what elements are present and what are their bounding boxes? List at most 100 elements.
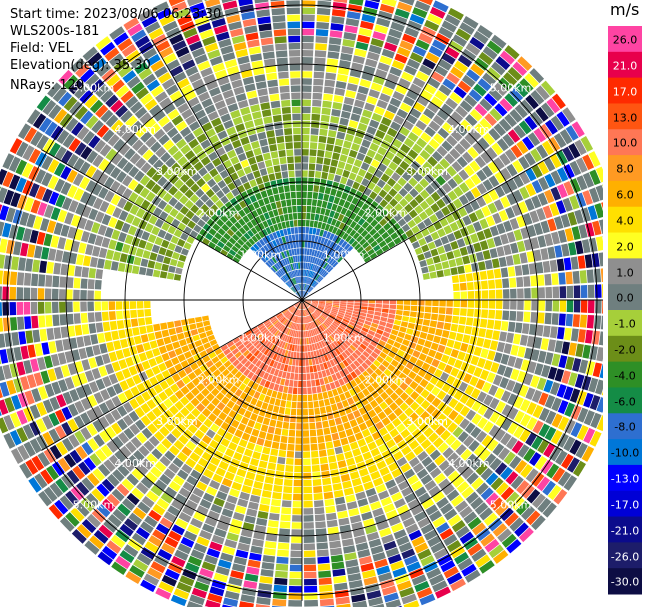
velocity-gate: [444, 508, 458, 521]
velocity-gate: [415, 384, 425, 395]
velocity-gate: [214, 245, 222, 253]
velocity-gate: [169, 405, 179, 416]
velocity-gate: [231, 188, 240, 197]
velocity-gate: [459, 393, 470, 405]
velocity-gate: [562, 197, 573, 212]
velocity-gate: [291, 522, 302, 529]
velocity-gate: [235, 549, 249, 559]
velocity-gate: [482, 249, 491, 260]
velocity-gate: [279, 528, 290, 536]
velocity-gate: [299, 291, 302, 298]
range-ring-label: 4.00km: [448, 123, 490, 136]
velocity-gate: [191, 408, 201, 418]
velocity-gate: [298, 276, 301, 284]
velocity-gate: [481, 381, 492, 393]
velocity-gate: [450, 578, 466, 592]
velocity-gate: [110, 194, 121, 206]
velocity-gate: [226, 14, 241, 24]
velocity-gate: [275, 470, 284, 479]
velocity-gate: [360, 306, 368, 310]
velocity-gate: [574, 209, 584, 224]
velocity-gate: [300, 290, 302, 298]
velocity-gate: [309, 279, 314, 286]
velocity-gate: [98, 247, 108, 259]
colorbar-tick-label: 0.0: [616, 291, 634, 305]
velocity-gate: [349, 220, 357, 229]
velocity-gate: [418, 422, 429, 433]
velocity-gate: [329, 540, 342, 549]
velocity-gate: [384, 236, 393, 244]
velocity-gate: [73, 415, 85, 429]
velocity-gate: [15, 177, 27, 193]
velocity-gate: [492, 443, 505, 456]
velocity-gate: [233, 212, 242, 221]
velocity-gate: [0, 254, 6, 269]
velocity-gate: [190, 469, 202, 480]
velocity-gate: [282, 206, 288, 215]
velocity-gate: [244, 120, 255, 129]
velocity-gate: [312, 272, 318, 279]
velocity-gate: [123, 427, 135, 440]
velocity-gate: [499, 98, 513, 112]
velocity-gate: [188, 138, 199, 149]
velocity-gate: [182, 505, 195, 517]
velocity-gate: [244, 573, 259, 582]
velocity-gate: [456, 238, 466, 248]
velocity-gate: [428, 510, 443, 522]
velocity-gate: [446, 72, 460, 85]
velocity-gate: [375, 303, 383, 308]
velocity-gate: [358, 27, 373, 37]
velocity-gate: [432, 437, 444, 448]
velocity-gate: [60, 150, 73, 165]
velocity-gate: [209, 168, 219, 178]
velocity-gate: [286, 328, 291, 336]
velocity-gate: [329, 325, 336, 332]
velocity-gate: [171, 373, 181, 383]
azimuth-spoke: [301, 149, 563, 301]
velocity-gate: [63, 96, 78, 112]
velocity-gate: [376, 460, 387, 470]
range-ring-label: 3.00km: [406, 165, 448, 178]
velocity-gate: [434, 454, 446, 466]
velocity-gate: [283, 266, 288, 273]
velocity-gate: [399, 586, 415, 598]
velocity-gate: [98, 365, 108, 377]
velocity-gate: [108, 351, 118, 362]
velocity-gate: [304, 592, 318, 600]
velocity-gate: [152, 406, 163, 418]
velocity-gate: [412, 350, 421, 359]
colorbar-tick-label: -21.0: [610, 524, 640, 538]
velocity-gate: [479, 560, 495, 574]
velocity-gate: [2, 171, 14, 188]
velocity-gate: [80, 497, 95, 512]
velocity-gate: [404, 386, 414, 396]
velocity-gate: [416, 137, 428, 149]
velocity-gate: [19, 462, 33, 479]
velocity-gate: [510, 475, 524, 490]
velocity-gate: [418, 353, 427, 362]
velocity-gate: [544, 394, 556, 409]
velocity-gate: [237, 422, 247, 432]
velocity-gate: [302, 134, 310, 142]
velocity-gate: [425, 51, 440, 64]
velocity-gate: [383, 110, 395, 121]
colorbar-tick-label: -4.0: [614, 369, 636, 383]
velocity-gate: [275, 43, 288, 51]
velocity-gate: [381, 157, 391, 167]
velocity-gate: [388, 217, 397, 227]
velocity-gate: [325, 405, 332, 413]
velocity-gate: [293, 248, 297, 256]
velocity-gate: [311, 272, 316, 279]
velocity-gate: [384, 193, 393, 203]
velocity-gate: [159, 14, 175, 27]
velocity-gate: [340, 437, 349, 446]
velocity-gate: [154, 218, 164, 228]
velocity-gate: [271, 336, 278, 344]
velocity-gate: [56, 394, 67, 408]
velocity-gate: [255, 154, 264, 163]
velocity-gate: [319, 456, 328, 465]
velocity-gate: [222, 545, 236, 556]
velocity-gate: [318, 301, 326, 304]
velocity-gate: [136, 482, 149, 495]
velocity-gate: [602, 300, 603, 314]
